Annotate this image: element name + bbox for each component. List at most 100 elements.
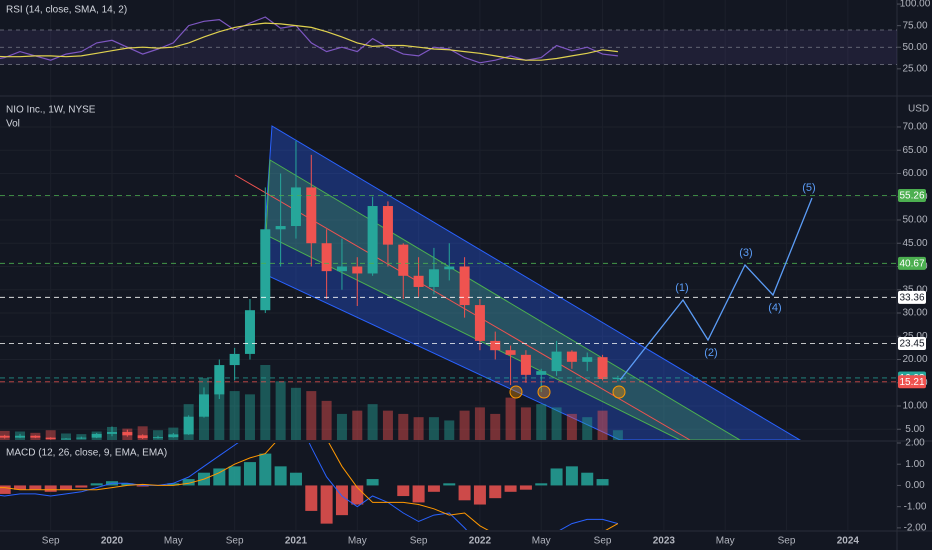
volume-bar	[413, 417, 424, 440]
wave-labels: (1) (2) (3) (4) (5)	[675, 182, 815, 359]
volume-bar	[444, 420, 455, 440]
candle-body	[444, 266, 455, 270]
candle-body	[505, 350, 516, 355]
x-tick-label: 2023	[653, 536, 676, 547]
markers	[509, 385, 626, 399]
volume-bar	[490, 413, 501, 440]
price-tag-label: 15.21	[899, 377, 924, 388]
wave-label: (4)	[768, 302, 781, 314]
price-tag	[898, 336, 926, 350]
macd-histogram-bar	[274, 466, 287, 486]
x-tick-label: May	[348, 536, 367, 547]
volume-bar	[137, 426, 148, 440]
rsi-pane	[0, 16, 897, 65]
volume-bar	[551, 407, 562, 440]
macd-histogram-bar	[351, 485, 364, 505]
price-tag-label: 33.36	[899, 293, 924, 304]
candle-body	[45, 437, 56, 440]
volume-bar	[474, 407, 485, 440]
macd-histogram-bar	[29, 485, 42, 490]
y-tick-label: -2.00	[904, 523, 927, 534]
y-tick-label: 2.00	[905, 438, 925, 449]
y-tick-label: 50.00	[902, 42, 927, 53]
candle-body	[30, 435, 41, 438]
macd-histogram-bar	[473, 485, 486, 505]
volume-bar	[428, 417, 439, 440]
macd-legend: MACD (12, 26, close, 9, EMA, EMA)	[6, 448, 167, 459]
macd-histogram-bar	[443, 483, 456, 486]
macd-histogram-bar	[320, 485, 333, 524]
volume-bar	[520, 407, 531, 440]
macd-histogram-bar	[412, 485, 425, 503]
x-tick-label: Sep	[226, 536, 244, 547]
macd-histogram-bar	[213, 468, 226, 486]
volume-bar	[382, 410, 393, 440]
macd-histogram-bar	[581, 472, 594, 486]
x-tick-label: 2022	[469, 536, 492, 547]
y-tick-label: 60.00	[902, 168, 927, 179]
x-tick-label: Sep	[410, 536, 428, 547]
price-tag	[898, 189, 926, 203]
candle-body	[536, 371, 547, 375]
volume-bar	[612, 430, 623, 440]
x-tick-label: 2021	[285, 536, 308, 547]
macd-histogram-bar	[565, 466, 578, 486]
candle-body	[336, 266, 347, 272]
volume-bar	[229, 391, 240, 440]
candle-body	[367, 206, 378, 274]
candle-body	[474, 305, 485, 341]
candle-body	[290, 187, 301, 227]
candle-body	[122, 432, 133, 436]
candle-body	[520, 354, 531, 375]
candle-body	[597, 357, 608, 380]
candle-body	[152, 437, 163, 439]
volume-bar	[505, 397, 516, 440]
volume-bar	[398, 413, 409, 440]
macd-histogram-bar	[182, 479, 195, 486]
macd-histogram-bar	[90, 483, 103, 486]
volume-bar	[459, 410, 470, 440]
x-tick-label: May	[164, 536, 183, 547]
macd-histogram-bar	[121, 483, 134, 486]
macd-histogram-bar	[397, 485, 410, 497]
volume-bar	[214, 384, 225, 440]
candle-body	[137, 435, 148, 439]
y-tick-label: 20.00	[902, 354, 927, 365]
volume-bar	[352, 410, 363, 440]
marker	[612, 385, 626, 399]
macd-histogram-bar	[504, 485, 517, 492]
macd-histogram-bar	[136, 485, 149, 487]
wave-label: (3)	[739, 247, 752, 259]
candle-body	[244, 310, 255, 354]
macd-line	[0, 443, 619, 530]
x-tick-label: May	[532, 536, 551, 547]
y-tick-label: 25.00	[902, 63, 927, 74]
volume-legend: Vol	[6, 119, 20, 130]
candle-body	[198, 394, 209, 417]
macd-histogram-bar	[167, 483, 180, 486]
volume-bar	[336, 413, 347, 440]
macd-line	[0, 443, 619, 530]
volume-bar	[244, 394, 255, 440]
price-legend: NIO Inc., 1W, NYSE	[6, 105, 96, 116]
volume-bar	[275, 381, 286, 440]
axes: 100.0075.0050.0025.0070.0065.0060.0055.0…	[42, 0, 931, 547]
macd-histogram-bar	[228, 466, 241, 486]
candle-body	[352, 266, 363, 274]
macd-histogram-bar	[550, 468, 563, 486]
candle-body	[183, 416, 194, 435]
candle-body	[382, 206, 393, 245]
x-tick-label: May	[716, 536, 735, 547]
volume-bar	[536, 404, 547, 440]
y-tick-label: 35.00	[902, 284, 927, 295]
macd-histogram-bar	[427, 485, 440, 492]
candle-body	[306, 187, 317, 244]
candle-body	[582, 357, 593, 362]
macd-histogram-bar	[75, 485, 88, 488]
candle-body	[413, 275, 424, 287]
macd-histogram-bar	[458, 485, 471, 501]
macd-histogram-bar	[0, 485, 11, 494]
macd-histogram-bar	[259, 453, 272, 486]
candle-body	[91, 433, 102, 438]
